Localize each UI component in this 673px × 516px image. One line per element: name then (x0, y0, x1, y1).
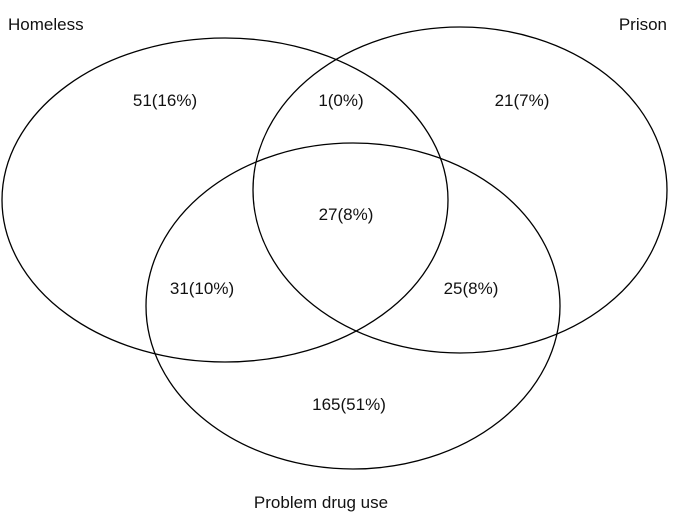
region-homeless-drug: 31(10%) (170, 279, 234, 298)
prison-circle (252, 26, 668, 354)
problem-drug-use-label: Problem drug use (254, 493, 388, 512)
prison-label: Prison (619, 15, 667, 34)
region-homeless-prison: 1(0%) (318, 91, 363, 110)
region-prison-drug: 25(8%) (444, 279, 499, 298)
homeless-label: Homeless (8, 15, 84, 34)
region-all-three: 27(8%) (319, 205, 374, 224)
region-homeless-only: 51(16%) (133, 91, 197, 110)
homeless-circle (1, 37, 449, 363)
problem-drug-use-circle (145, 142, 561, 470)
region-drug-only: 165(51%) (312, 395, 386, 414)
region-prison-only: 21(7%) (495, 91, 550, 110)
